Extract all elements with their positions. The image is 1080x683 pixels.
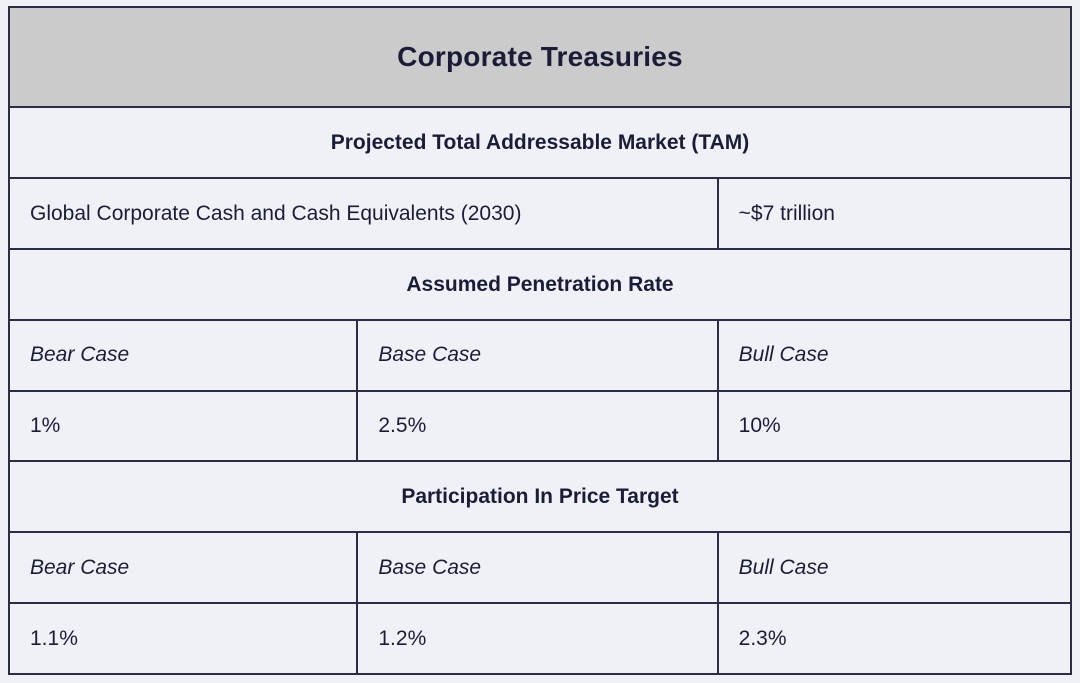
penetration-bull-case-label: Bull Case [718,320,1070,390]
tam-value: ~$7 trillion [718,178,1070,248]
tam-label: Global Corporate Cash and Cash Equivalen… [10,178,717,248]
corporate-treasuries-table: Corporate Treasuries Projected Total Add… [8,6,1072,675]
price-target-base-case-label: Base Case [358,533,717,603]
penetration-bear-case-label: Bear Case [10,320,357,390]
penetration-bear-case-value: 1% [10,391,357,461]
price-target-bear-case-value: 1.1% [10,604,357,673]
penetration-bull-case-value: 10% [718,391,1070,461]
section-header-tam: Projected Total Addressable Market (TAM) [10,108,1070,177]
section-header-penetration-rate: Assumed Penetration Rate [10,249,1070,319]
penetration-base-case-value: 2.5% [358,391,717,461]
price-target-base-case-value: 1.2% [358,604,717,673]
price-target-bull-case-value: 2.3% [718,604,1070,673]
section-header-price-target: Participation In Price Target [10,462,1070,532]
price-target-bear-case-label: Bear Case [10,533,357,603]
table-title: Corporate Treasuries [10,8,1070,106]
price-target-bull-case-label: Bull Case [718,533,1070,603]
penetration-base-case-label: Base Case [358,320,717,390]
